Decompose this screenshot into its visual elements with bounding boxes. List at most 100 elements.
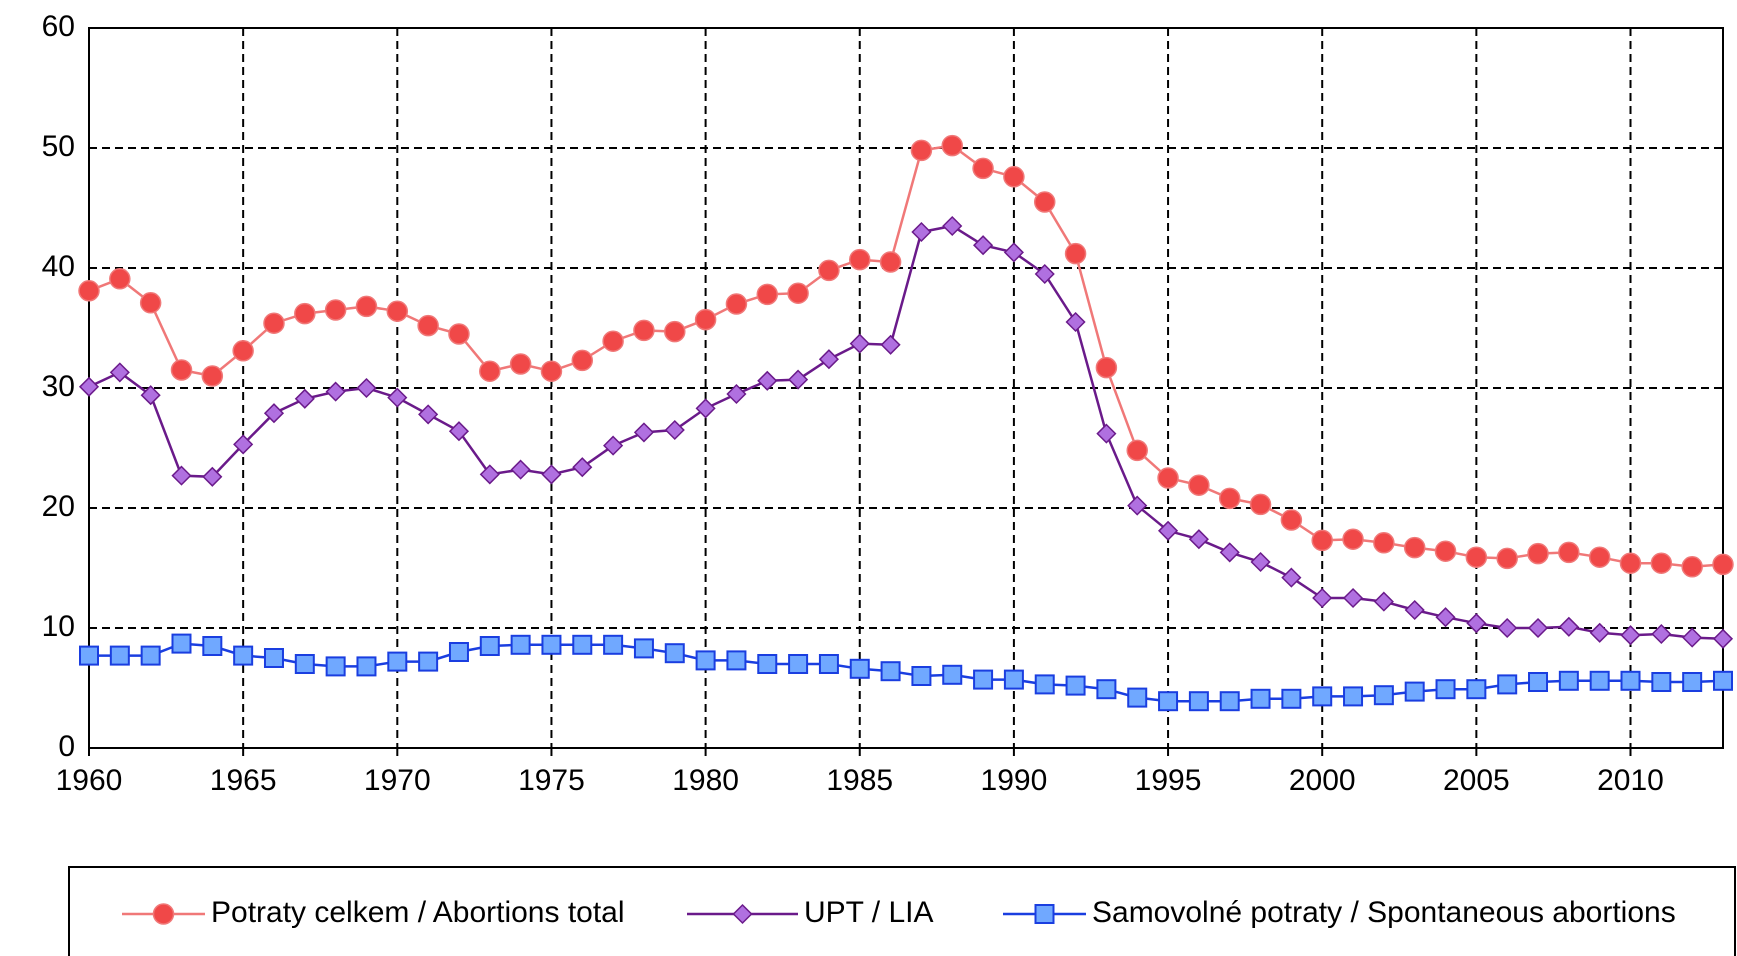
data-point bbox=[973, 235, 994, 256]
data-point bbox=[1712, 553, 1734, 576]
data-point bbox=[1466, 679, 1487, 700]
data-point bbox=[1681, 556, 1703, 578]
data-point bbox=[1466, 613, 1487, 634]
data-point bbox=[1188, 474, 1210, 496]
data-point bbox=[633, 638, 654, 659]
data-point bbox=[355, 295, 378, 318]
data-point bbox=[418, 651, 439, 672]
data-point bbox=[695, 398, 716, 419]
data-point bbox=[1158, 691, 1179, 712]
data-point bbox=[571, 349, 594, 372]
data-point bbox=[1126, 439, 1148, 462]
y-tick-label: 60 bbox=[42, 10, 75, 43]
data-point bbox=[849, 658, 870, 679]
data-point bbox=[572, 457, 593, 478]
data-point bbox=[1095, 356, 1118, 379]
data-point bbox=[1651, 672, 1672, 692]
y-tick-label: 50 bbox=[42, 130, 75, 163]
data-point bbox=[1497, 674, 1518, 695]
data-point bbox=[726, 650, 747, 671]
data-point bbox=[787, 282, 809, 304]
data-point bbox=[324, 299, 347, 321]
data-point bbox=[202, 466, 223, 487]
data-point bbox=[1620, 625, 1641, 646]
data-point bbox=[325, 656, 346, 677]
data-point bbox=[1682, 672, 1703, 692]
data-point bbox=[1373, 532, 1395, 554]
data-point bbox=[171, 633, 192, 654]
x-tick-label: 2010 bbox=[1597, 764, 1664, 797]
data-point bbox=[1065, 675, 1086, 696]
legend-box bbox=[68, 866, 1736, 956]
data-point bbox=[1188, 691, 1209, 712]
data-point bbox=[417, 314, 439, 337]
data-point bbox=[788, 654, 809, 674]
legend-marker bbox=[732, 903, 753, 925]
data-point bbox=[1558, 670, 1579, 691]
data-point bbox=[1588, 546, 1611, 568]
y-tick-label: 40 bbox=[42, 250, 75, 283]
data-point bbox=[1435, 679, 1456, 700]
data-point bbox=[910, 139, 933, 162]
data-point bbox=[479, 464, 500, 485]
data-point bbox=[202, 636, 223, 656]
legend-label: Samovolné potraty / Spontaneous abortion… bbox=[1092, 896, 1676, 929]
data-point bbox=[942, 664, 963, 685]
data-point bbox=[603, 435, 624, 456]
data-point bbox=[140, 645, 161, 666]
data-point bbox=[1651, 623, 1672, 645]
data-point bbox=[1404, 681, 1425, 702]
data-point bbox=[356, 377, 377, 399]
data-point bbox=[201, 365, 224, 387]
data-point bbox=[879, 251, 902, 273]
data-point bbox=[1065, 311, 1086, 333]
x-tick-label: 1970 bbox=[364, 764, 431, 797]
data-point bbox=[603, 634, 624, 655]
data-point bbox=[695, 650, 716, 671]
x-tick-label: 1995 bbox=[1135, 764, 1202, 797]
data-point bbox=[1311, 529, 1333, 552]
data-point bbox=[109, 645, 130, 666]
data-point bbox=[1343, 686, 1364, 707]
data-point bbox=[1558, 616, 1579, 637]
y-tick-label: 30 bbox=[42, 370, 75, 403]
x-tick-label: 1980 bbox=[672, 764, 739, 797]
data-point bbox=[1250, 551, 1271, 573]
data-point bbox=[1219, 691, 1240, 712]
data-point bbox=[541, 634, 562, 655]
data-point bbox=[880, 334, 901, 355]
data-point bbox=[1281, 688, 1302, 709]
series-line bbox=[88, 144, 1724, 569]
data-point bbox=[1033, 191, 1056, 213]
data-point bbox=[1064, 242, 1087, 265]
data-point bbox=[694, 308, 717, 331]
data-point bbox=[1712, 628, 1734, 649]
data-point bbox=[725, 293, 748, 315]
data-point bbox=[1589, 622, 1610, 643]
data-point bbox=[818, 259, 840, 282]
data-point bbox=[418, 404, 439, 425]
data-point bbox=[1280, 509, 1303, 531]
data-point bbox=[664, 643, 685, 664]
x-tick-label: 2000 bbox=[1289, 764, 1356, 797]
data-point bbox=[139, 292, 162, 314]
data-point bbox=[232, 340, 254, 362]
data-point bbox=[541, 464, 562, 485]
data-point bbox=[1249, 493, 1272, 516]
data-point bbox=[1003, 669, 1024, 690]
data-point bbox=[757, 654, 778, 674]
data-point bbox=[973, 669, 994, 690]
data-point bbox=[1527, 542, 1549, 565]
x-tick-label: 1975 bbox=[518, 764, 585, 797]
data-point bbox=[294, 302, 316, 325]
data-point bbox=[911, 221, 932, 243]
data-point bbox=[1342, 528, 1364, 550]
data-point bbox=[633, 422, 655, 443]
data-point bbox=[1434, 540, 1457, 562]
data-point bbox=[572, 634, 593, 655]
data-point bbox=[1435, 607, 1456, 628]
data-point bbox=[1558, 541, 1580, 564]
data-point bbox=[1157, 467, 1179, 489]
x-tick-label: 1960 bbox=[56, 764, 123, 797]
x-tick-label: 2005 bbox=[1443, 764, 1510, 797]
